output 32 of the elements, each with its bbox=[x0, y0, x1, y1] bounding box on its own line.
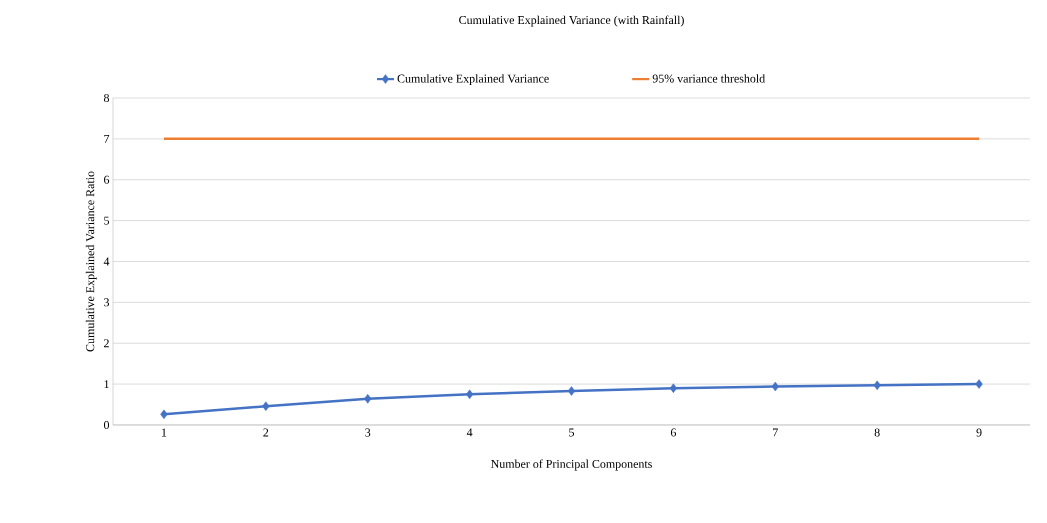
legend-label: 95% variance threshold bbox=[652, 74, 765, 83]
y-tick-label: 4 bbox=[103, 257, 110, 266]
x-tick-label: 8 bbox=[874, 428, 880, 437]
x-tick-label: 5 bbox=[569, 428, 575, 437]
y-tick-label: 3 bbox=[104, 298, 110, 307]
point bbox=[771, 381, 779, 392]
chart-title: Cumulative Explained Variance (with Rainfall) bbox=[459, 15, 684, 27]
point bbox=[873, 380, 881, 391]
x-tick-label: 9 bbox=[976, 428, 982, 437]
y-tick-label: 0 bbox=[103, 420, 110, 430]
point bbox=[669, 383, 678, 393]
y-tick-label: 2 bbox=[104, 339, 109, 348]
x-tick-label: 7 bbox=[773, 428, 778, 437]
legend-label: Cumulative Explained Variance bbox=[397, 74, 549, 86]
point bbox=[567, 386, 576, 396]
point bbox=[364, 394, 372, 404]
point bbox=[466, 389, 474, 400]
x-tick-label: 3 bbox=[365, 428, 371, 437]
point bbox=[262, 401, 270, 411]
y-tick-label: 8 bbox=[103, 93, 110, 103]
x-axis-title: Number of Principal Components bbox=[491, 459, 652, 471]
y-axis-title: Cumulative Explained Variance Ratio bbox=[85, 171, 97, 352]
x-tick-label: 6 bbox=[670, 428, 677, 437]
y-tick-label: 1 bbox=[104, 380, 109, 389]
point bbox=[975, 379, 983, 389]
x-tick-label: 1 bbox=[162, 428, 167, 437]
y-tick-label: 7 bbox=[104, 134, 110, 143]
y-tick-label: 5 bbox=[104, 216, 110, 225]
x-tick-label: 4 bbox=[466, 428, 473, 437]
y-tick-label: 6 bbox=[104, 175, 110, 184]
x-tick-label: 2 bbox=[263, 428, 269, 437]
point bbox=[160, 409, 168, 420]
